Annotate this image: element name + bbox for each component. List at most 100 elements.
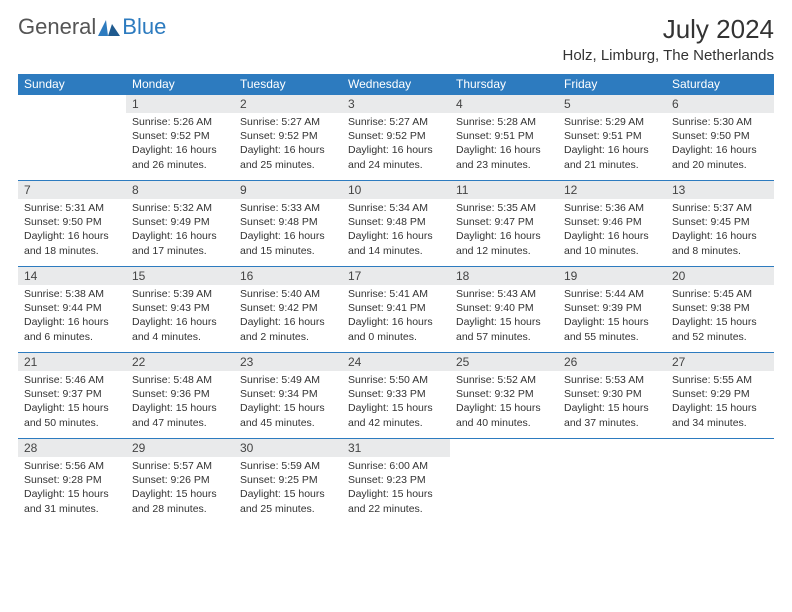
sunset-text: Sunset: 9:26 PM	[132, 473, 228, 487]
sunset-text: Sunset: 9:48 PM	[348, 215, 444, 229]
daylight-text: Daylight: 16 hours	[348, 229, 444, 243]
daylight-text: Daylight: 16 hours	[672, 143, 768, 157]
daylight-text: and 34 minutes.	[672, 416, 768, 430]
day-content: Sunrise: 5:46 AMSunset: 9:37 PMDaylight:…	[18, 371, 126, 432]
calendar-row: 1Sunrise: 5:26 AMSunset: 9:52 PMDaylight…	[18, 95, 774, 181]
calendar-cell: 10Sunrise: 5:34 AMSunset: 9:48 PMDayligh…	[342, 181, 450, 267]
calendar-cell: 17Sunrise: 5:41 AMSunset: 9:41 PMDayligh…	[342, 267, 450, 353]
day-number: 19	[558, 267, 666, 285]
day-number: 9	[234, 181, 342, 199]
day-number: 2	[234, 95, 342, 113]
calendar-table: Sunday Monday Tuesday Wednesday Thursday…	[18, 74, 774, 525]
calendar-cell	[450, 439, 558, 525]
calendar-cell: 8Sunrise: 5:32 AMSunset: 9:49 PMDaylight…	[126, 181, 234, 267]
weekday-header: Tuesday	[234, 74, 342, 95]
calendar-cell: 3Sunrise: 5:27 AMSunset: 9:52 PMDaylight…	[342, 95, 450, 181]
day-content: Sunrise: 5:41 AMSunset: 9:41 PMDaylight:…	[342, 285, 450, 346]
day-content: Sunrise: 5:34 AMSunset: 9:48 PMDaylight:…	[342, 199, 450, 260]
sunset-text: Sunset: 9:50 PM	[24, 215, 120, 229]
calendar-cell: 14Sunrise: 5:38 AMSunset: 9:44 PMDayligh…	[18, 267, 126, 353]
daylight-text: and 21 minutes.	[564, 158, 660, 172]
daylight-text: Daylight: 15 hours	[132, 487, 228, 501]
sunset-text: Sunset: 9:36 PM	[132, 387, 228, 401]
sunrise-text: Sunrise: 5:37 AM	[672, 201, 768, 215]
sunset-text: Sunset: 9:34 PM	[240, 387, 336, 401]
day-content: Sunrise: 5:50 AMSunset: 9:33 PMDaylight:…	[342, 371, 450, 432]
daylight-text: Daylight: 16 hours	[240, 315, 336, 329]
day-content: Sunrise: 5:35 AMSunset: 9:47 PMDaylight:…	[450, 199, 558, 260]
daylight-text: Daylight: 16 hours	[672, 229, 768, 243]
sunset-text: Sunset: 9:43 PM	[132, 301, 228, 315]
daylight-text: Daylight: 16 hours	[132, 143, 228, 157]
day-content: Sunrise: 5:56 AMSunset: 9:28 PMDaylight:…	[18, 457, 126, 518]
brand-logo: General Blue	[18, 14, 166, 40]
daylight-text: and 2 minutes.	[240, 330, 336, 344]
day-content: Sunrise: 5:39 AMSunset: 9:43 PMDaylight:…	[126, 285, 234, 346]
calendar-cell: 28Sunrise: 5:56 AMSunset: 9:28 PMDayligh…	[18, 439, 126, 525]
day-content: Sunrise: 5:29 AMSunset: 9:51 PMDaylight:…	[558, 113, 666, 174]
sunrise-text: Sunrise: 5:35 AM	[456, 201, 552, 215]
day-number: 18	[450, 267, 558, 285]
sunrise-text: Sunrise: 5:45 AM	[672, 287, 768, 301]
sunset-text: Sunset: 9:40 PM	[456, 301, 552, 315]
daylight-text: and 52 minutes.	[672, 330, 768, 344]
sunset-text: Sunset: 9:37 PM	[24, 387, 120, 401]
sunrise-text: Sunrise: 5:55 AM	[672, 373, 768, 387]
calendar-cell: 13Sunrise: 5:37 AMSunset: 9:45 PMDayligh…	[666, 181, 774, 267]
calendar-cell: 29Sunrise: 5:57 AMSunset: 9:26 PMDayligh…	[126, 439, 234, 525]
daylight-text: Daylight: 16 hours	[564, 143, 660, 157]
day-content: Sunrise: 5:37 AMSunset: 9:45 PMDaylight:…	[666, 199, 774, 260]
day-content: Sunrise: 5:59 AMSunset: 9:25 PMDaylight:…	[234, 457, 342, 518]
calendar-cell	[558, 439, 666, 525]
sunset-text: Sunset: 9:51 PM	[456, 129, 552, 143]
daylight-text: Daylight: 15 hours	[24, 487, 120, 501]
daylight-text: Daylight: 15 hours	[348, 401, 444, 415]
day-number: 1	[126, 95, 234, 113]
day-content: Sunrise: 5:48 AMSunset: 9:36 PMDaylight:…	[126, 371, 234, 432]
day-content: Sunrise: 5:31 AMSunset: 9:50 PMDaylight:…	[18, 199, 126, 260]
day-content: Sunrise: 5:40 AMSunset: 9:42 PMDaylight:…	[234, 285, 342, 346]
day-number: 23	[234, 353, 342, 371]
sunrise-text: Sunrise: 5:48 AM	[132, 373, 228, 387]
day-content: Sunrise: 5:55 AMSunset: 9:29 PMDaylight:…	[666, 371, 774, 432]
day-content: Sunrise: 5:38 AMSunset: 9:44 PMDaylight:…	[18, 285, 126, 346]
sunset-text: Sunset: 9:29 PM	[672, 387, 768, 401]
calendar-cell: 7Sunrise: 5:31 AMSunset: 9:50 PMDaylight…	[18, 181, 126, 267]
sunset-text: Sunset: 9:30 PM	[564, 387, 660, 401]
daylight-text: and 31 minutes.	[24, 502, 120, 516]
calendar-cell: 11Sunrise: 5:35 AMSunset: 9:47 PMDayligh…	[450, 181, 558, 267]
sunset-text: Sunset: 9:23 PM	[348, 473, 444, 487]
weekday-header: Monday	[126, 74, 234, 95]
daylight-text: Daylight: 15 hours	[24, 401, 120, 415]
day-number: 6	[666, 95, 774, 113]
sunset-text: Sunset: 9:47 PM	[456, 215, 552, 229]
day-content: Sunrise: 6:00 AMSunset: 9:23 PMDaylight:…	[342, 457, 450, 518]
daylight-text: Daylight: 15 hours	[240, 487, 336, 501]
daylight-text: Daylight: 15 hours	[456, 315, 552, 329]
weekday-header: Saturday	[666, 74, 774, 95]
sunset-text: Sunset: 9:51 PM	[564, 129, 660, 143]
calendar-cell: 20Sunrise: 5:45 AMSunset: 9:38 PMDayligh…	[666, 267, 774, 353]
calendar-cell: 15Sunrise: 5:39 AMSunset: 9:43 PMDayligh…	[126, 267, 234, 353]
day-content: Sunrise: 5:57 AMSunset: 9:26 PMDaylight:…	[126, 457, 234, 518]
day-number: 15	[126, 267, 234, 285]
day-content: Sunrise: 5:36 AMSunset: 9:46 PMDaylight:…	[558, 199, 666, 260]
sunrise-text: Sunrise: 6:00 AM	[348, 459, 444, 473]
daylight-text: Daylight: 15 hours	[240, 401, 336, 415]
day-number: 25	[450, 353, 558, 371]
daylight-text: Daylight: 15 hours	[456, 401, 552, 415]
daylight-text: and 20 minutes.	[672, 158, 768, 172]
day-number: 13	[666, 181, 774, 199]
daylight-text: Daylight: 15 hours	[672, 401, 768, 415]
day-content: Sunrise: 5:53 AMSunset: 9:30 PMDaylight:…	[558, 371, 666, 432]
day-content: Sunrise: 5:49 AMSunset: 9:34 PMDaylight:…	[234, 371, 342, 432]
day-content: Sunrise: 5:33 AMSunset: 9:48 PMDaylight:…	[234, 199, 342, 260]
sunset-text: Sunset: 9:45 PM	[672, 215, 768, 229]
daylight-text: and 15 minutes.	[240, 244, 336, 258]
day-content: Sunrise: 5:52 AMSunset: 9:32 PMDaylight:…	[450, 371, 558, 432]
day-content: Sunrise: 5:43 AMSunset: 9:40 PMDaylight:…	[450, 285, 558, 346]
daylight-text: and 55 minutes.	[564, 330, 660, 344]
sunrise-text: Sunrise: 5:27 AM	[348, 115, 444, 129]
sunset-text: Sunset: 9:49 PM	[132, 215, 228, 229]
weekday-header: Thursday	[450, 74, 558, 95]
